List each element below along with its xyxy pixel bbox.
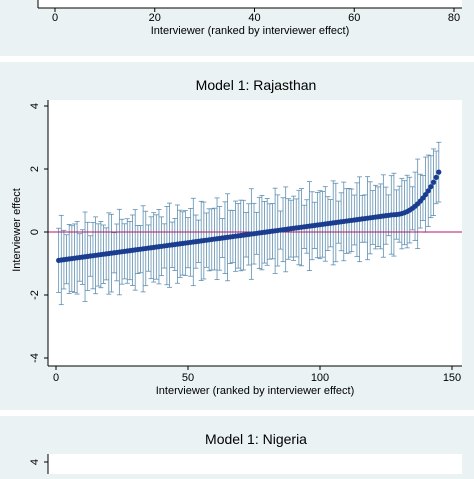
effect-point: [436, 169, 442, 175]
effect-point: [430, 179, 437, 185]
y-tick-label: 4: [29, 103, 41, 109]
rajasthan-x-axis-label: Interviewer (ranked by interviewer effec…: [156, 385, 355, 397]
nigeria-y-tick-label: 4: [29, 459, 41, 465]
y-tick-label: 0: [29, 229, 41, 235]
rajasthan-x-ticks: 0 50 100 150: [53, 366, 461, 384]
top-x-axis-label: Interviewer (ranked by interviewer effec…: [151, 25, 350, 37]
effect-point: [425, 188, 431, 194]
nigeria-y-ticks: 4: [29, 459, 48, 465]
effect-point: [428, 184, 434, 190]
nigeria-chart-title: Model 1: Nigeria: [205, 431, 307, 447]
chart-panel-nigeria: Model 1: Nigeria 4: [0, 416, 474, 474]
y-tick-label: -2: [29, 290, 41, 300]
top-plot-area: [38, 0, 462, 8]
rajasthan-marks: [48, 141, 462, 306]
y-tick-label: -4: [29, 353, 41, 363]
top-x-tick-label: 20: [149, 12, 161, 24]
chart-panel-top: 0 20 40 60 80 Interviewer (ranked by intervi…: [0, 0, 474, 56]
effect-point: [423, 192, 429, 198]
x-tick-label: 150: [443, 372, 461, 384]
top-x-ticks: 0 20 40 60 80: [52, 8, 460, 24]
effect-point: [433, 174, 439, 180]
rajasthan-y-ticks: -4 -2 0 2 4: [29, 103, 48, 363]
nigeria-chart-svg: Model 1: Nigeria 4: [29, 431, 462, 474]
top-x-tick-label: 80: [448, 12, 460, 24]
top-x-tick-label: 40: [248, 12, 260, 24]
chart-panel-rajasthan: Model 1: Rajasthan -4 -2 0 2 4 0 50 100 150 Int…: [0, 62, 474, 410]
top-chart-svg: 0 20 40 60 80 Interviewer (ranked by intervi…: [37, 0, 462, 37]
rajasthan-chart-svg: Model 1: Rajasthan -4 -2 0 2 4 0 50 100 150 Int…: [11, 77, 462, 397]
panel-separator-2: [0, 410, 474, 416]
y-tick-label: 2: [29, 166, 41, 172]
panel-separator-1: [0, 56, 474, 62]
rajasthan-chart-title: Model 1: Rajasthan: [196, 77, 317, 93]
nigeria-plot-area: [48, 454, 462, 474]
rajasthan-y-axis-label: Interviewer effect: [11, 188, 23, 272]
top-x-tick-label: 0: [52, 12, 58, 24]
x-tick-label: 100: [311, 372, 329, 384]
x-tick-label: 0: [53, 372, 59, 384]
top-x-tick-label: 60: [348, 12, 360, 24]
x-tick-label: 50: [182, 372, 194, 384]
